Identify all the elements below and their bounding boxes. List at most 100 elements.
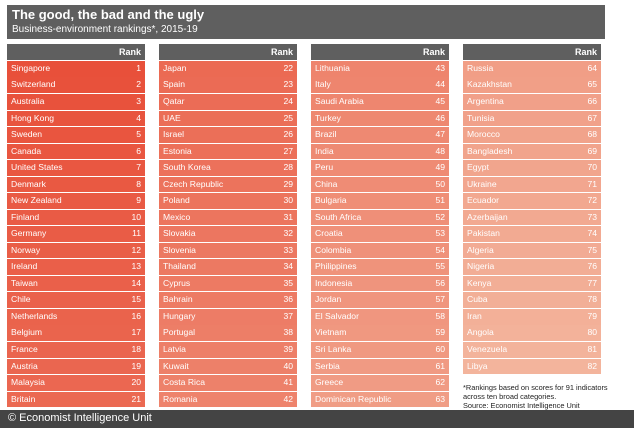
rank-value: 42 (283, 393, 293, 404)
table-row: Venezuela 81 (463, 341, 601, 358)
column-header: Rank (7, 44, 145, 60)
table-row: Angola 80 (463, 325, 601, 342)
country-label: Malaysia (11, 377, 45, 388)
rank-value: 79 (587, 310, 597, 321)
country-label: France (11, 343, 38, 354)
rank-value: 35 (283, 277, 293, 288)
country-label: India (315, 145, 334, 156)
rank-value: 43 (435, 62, 445, 73)
rank-value: 15 (131, 294, 141, 305)
rank-value: 23 (283, 79, 293, 90)
table-row: Cuba 78 (463, 292, 601, 308)
rank-value: 5 (136, 129, 141, 140)
rank-value: 2 (136, 79, 141, 90)
country-label: Angola (467, 327, 494, 338)
country-label: Slovakia (163, 228, 196, 239)
rank-value: 11 (132, 228, 141, 239)
rank-value: 67 (587, 112, 597, 123)
rank-value: 19 (131, 360, 141, 371)
table-row: Italy 44 (311, 77, 449, 94)
chart-title: The good, the bad and the ugly (12, 7, 205, 22)
rank-value: 55 (435, 261, 445, 272)
table-row: Tunisia 67 (463, 110, 601, 127)
footer-credit: © Economist Intelligence Unit (8, 412, 152, 424)
rank-value: 1 (136, 62, 141, 73)
rank-value: 56 (435, 277, 445, 288)
country-label: Ecuador (467, 195, 500, 206)
country-label: Saudi Arabia (315, 96, 364, 106)
table-row: El Salvador 58 (311, 308, 449, 325)
table-row: Brazil 47 (311, 127, 449, 143)
rank-value: 34 (283, 261, 293, 272)
table-row: Mexico 31 (159, 209, 297, 226)
table-row: Vietnam 59 (311, 325, 449, 342)
table-row: Turkey 46 (311, 110, 449, 127)
rank-value: 3 (136, 96, 141, 106)
table-row: Kazakhstan 65 (463, 77, 601, 94)
table-row: Chile 15 (7, 292, 145, 308)
table-row: Malaysia 20 (7, 375, 145, 391)
country-label: Mexico (163, 211, 191, 222)
rank-value: 49 (435, 162, 445, 173)
rank-value: 75 (587, 244, 597, 255)
rank-value: 21 (131, 393, 141, 404)
table-row: Japan 22 (159, 60, 297, 77)
table-row: Colombia 54 (311, 242, 449, 259)
table-row: Switzerland 2 (7, 77, 145, 94)
country-label: Germany (11, 228, 47, 239)
rank-value: 78 (587, 294, 597, 305)
rank-value: 12 (131, 244, 141, 255)
country-label: Switzerland (11, 79, 56, 90)
country-label: Belgium (11, 327, 43, 338)
table-row: South Korea 28 (159, 160, 297, 176)
country-label: Romania (163, 393, 198, 404)
rank-value: 60 (435, 343, 445, 354)
rank-value: 51 (435, 195, 445, 206)
rank-value: 27 (283, 145, 293, 156)
table-row: Dominican Republic 63 (311, 391, 449, 408)
country-label: United States (11, 162, 63, 173)
country-label: South Korea (163, 162, 211, 173)
table-row: Kuwait 40 (159, 358, 297, 375)
country-label: Singapore (11, 62, 51, 73)
table-row: Israel 26 (159, 127, 297, 143)
table-row: Bangladesh 69 (463, 143, 601, 160)
table-row: Ecuador 72 (463, 193, 601, 209)
country-label: Argentina (467, 96, 504, 106)
table-row: Lithuania 43 (311, 60, 449, 77)
country-label: Netherlands (11, 310, 58, 321)
table-row: Netherlands 16 (7, 308, 145, 325)
table-row: China 50 (311, 176, 449, 193)
rank-value: 63 (435, 393, 445, 404)
rank-value: 33 (283, 244, 293, 255)
table-row: Poland 30 (159, 193, 297, 209)
country-label: Hungary (163, 310, 196, 321)
rank-value: 82 (587, 360, 597, 371)
rank-value: 14 (131, 277, 141, 288)
rank-value: 46 (435, 112, 445, 123)
table-row: Thailand 34 (159, 259, 297, 275)
rank-value: 22 (283, 62, 293, 73)
table-row: Cyprus 35 (159, 275, 297, 292)
rank-value: 4 (136, 112, 141, 123)
table-row: Hungary 37 (159, 308, 297, 325)
country-label: Vietnam (315, 327, 347, 338)
footnote-text: *Rankings based on scores for 91 indicat… (463, 383, 608, 401)
column-header-label: Rank (422, 47, 445, 57)
country-label: Austria (11, 360, 38, 371)
table-row: Slovakia 32 (159, 226, 297, 242)
country-label: Ukraine (467, 178, 497, 189)
country-label: Estonia (163, 145, 192, 156)
country-label: Ireland (11, 261, 38, 272)
rank-value: 25 (283, 112, 293, 123)
table-row: Estonia 27 (159, 143, 297, 160)
rank-value: 61 (435, 360, 445, 371)
rank-value: 24 (283, 96, 293, 106)
country-label: Cyprus (163, 277, 191, 288)
rank-value: 74 (587, 228, 597, 239)
column-header-label: Rank (270, 47, 293, 57)
country-label: El Salvador (315, 310, 359, 321)
rank-column: Rank Russia 64 Kazakhstan 65 Argentina 66 Tunis… (463, 44, 601, 375)
country-label: Norway (11, 244, 41, 255)
country-label: Colombia (315, 244, 352, 255)
